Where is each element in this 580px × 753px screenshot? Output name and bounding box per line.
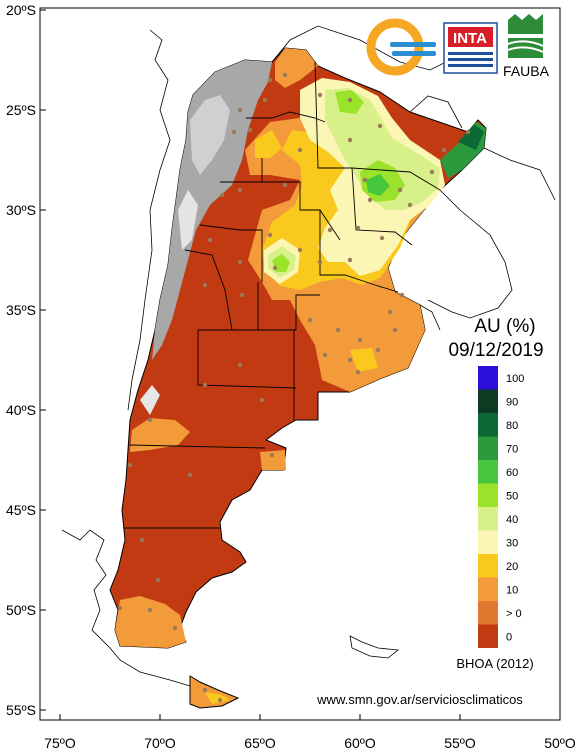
lon-tick-label: 55ºO [444,735,476,751]
zone-40pct [325,88,440,210]
legend-label: 40 [506,514,518,526]
lat-tick-label: 45ºS [6,502,36,518]
legend-swatch [478,601,498,625]
legend-swatch [478,366,498,390]
source-url: www.smn.gov.ar/serviciosclimaticos [316,692,523,707]
legend-swatch [478,530,498,554]
lat-tick-label: 40ºS [6,402,36,418]
legend-label: 30 [506,537,518,549]
station-markers [117,72,471,703]
legend-label: 50 [506,490,518,502]
latitude-axis: 20ºS 25ºS 30ºS 35ºS 40ºS 45ºS 50ºS 55ºS [6,2,46,718]
legend-label: 10 [506,584,518,596]
lat-tick-label: 20ºS [6,2,36,18]
legend-swatch [478,483,498,507]
legend-swatch [478,413,498,437]
legend-swatch [478,577,498,601]
legend-swatch [478,554,498,578]
legend-label: 60 [506,467,518,479]
lon-tick-label: 70ºO [144,735,176,751]
legend-label: 100 [506,373,524,385]
inta-logo-label: INTA [453,30,487,47]
legend-label: 20 [506,561,518,573]
legend-label: 80 [506,420,518,432]
lon-tick-label: 65ºO [244,735,276,751]
legend-swatch [478,436,498,460]
lon-tick-label: 60ºO [344,735,376,751]
legend-swatch [478,507,498,531]
lat-tick-label: 25ºS [6,102,36,118]
legend-label: 0 [506,631,512,643]
lat-tick-label: 50ºS [6,602,36,618]
andes-mask [152,60,272,360]
longitude-axis: 75ºO 70ºO 65ºO 60ºO 55ºO 50ºO [44,714,576,751]
fauba-logo-label: FAUBA [503,63,550,79]
model-label: BHOA (2012) [456,656,533,671]
legend-label: 70 [506,443,518,455]
fauba-logo: FAUBA [503,14,550,79]
lat-tick-label: 55ºS [6,702,36,718]
lat-tick-label: 35ºS [6,302,36,318]
color-legend: 100 90 80 70 60 50 40 30 20 10 > 0 0 [478,366,524,648]
lon-tick-label: 50ºO [544,735,576,751]
smn-logo [366,18,436,76]
legend-label: 90 [506,396,518,408]
legend-swatch [478,460,498,484]
variable-title: AU (%) [474,316,535,337]
zone-10pct-south [115,596,186,648]
lat-tick-label: 30ºS [6,202,36,218]
legend-swatch [478,624,498,648]
neighbour-borders [61,25,556,687]
province-borders [124,61,441,529]
legend-label: > 0 [506,608,522,620]
date-title: 09/12/2019 [448,340,543,361]
lon-tick-label: 75ºO [44,735,76,751]
legend-swatch [478,389,498,413]
inta-logo: INTA [443,22,498,74]
